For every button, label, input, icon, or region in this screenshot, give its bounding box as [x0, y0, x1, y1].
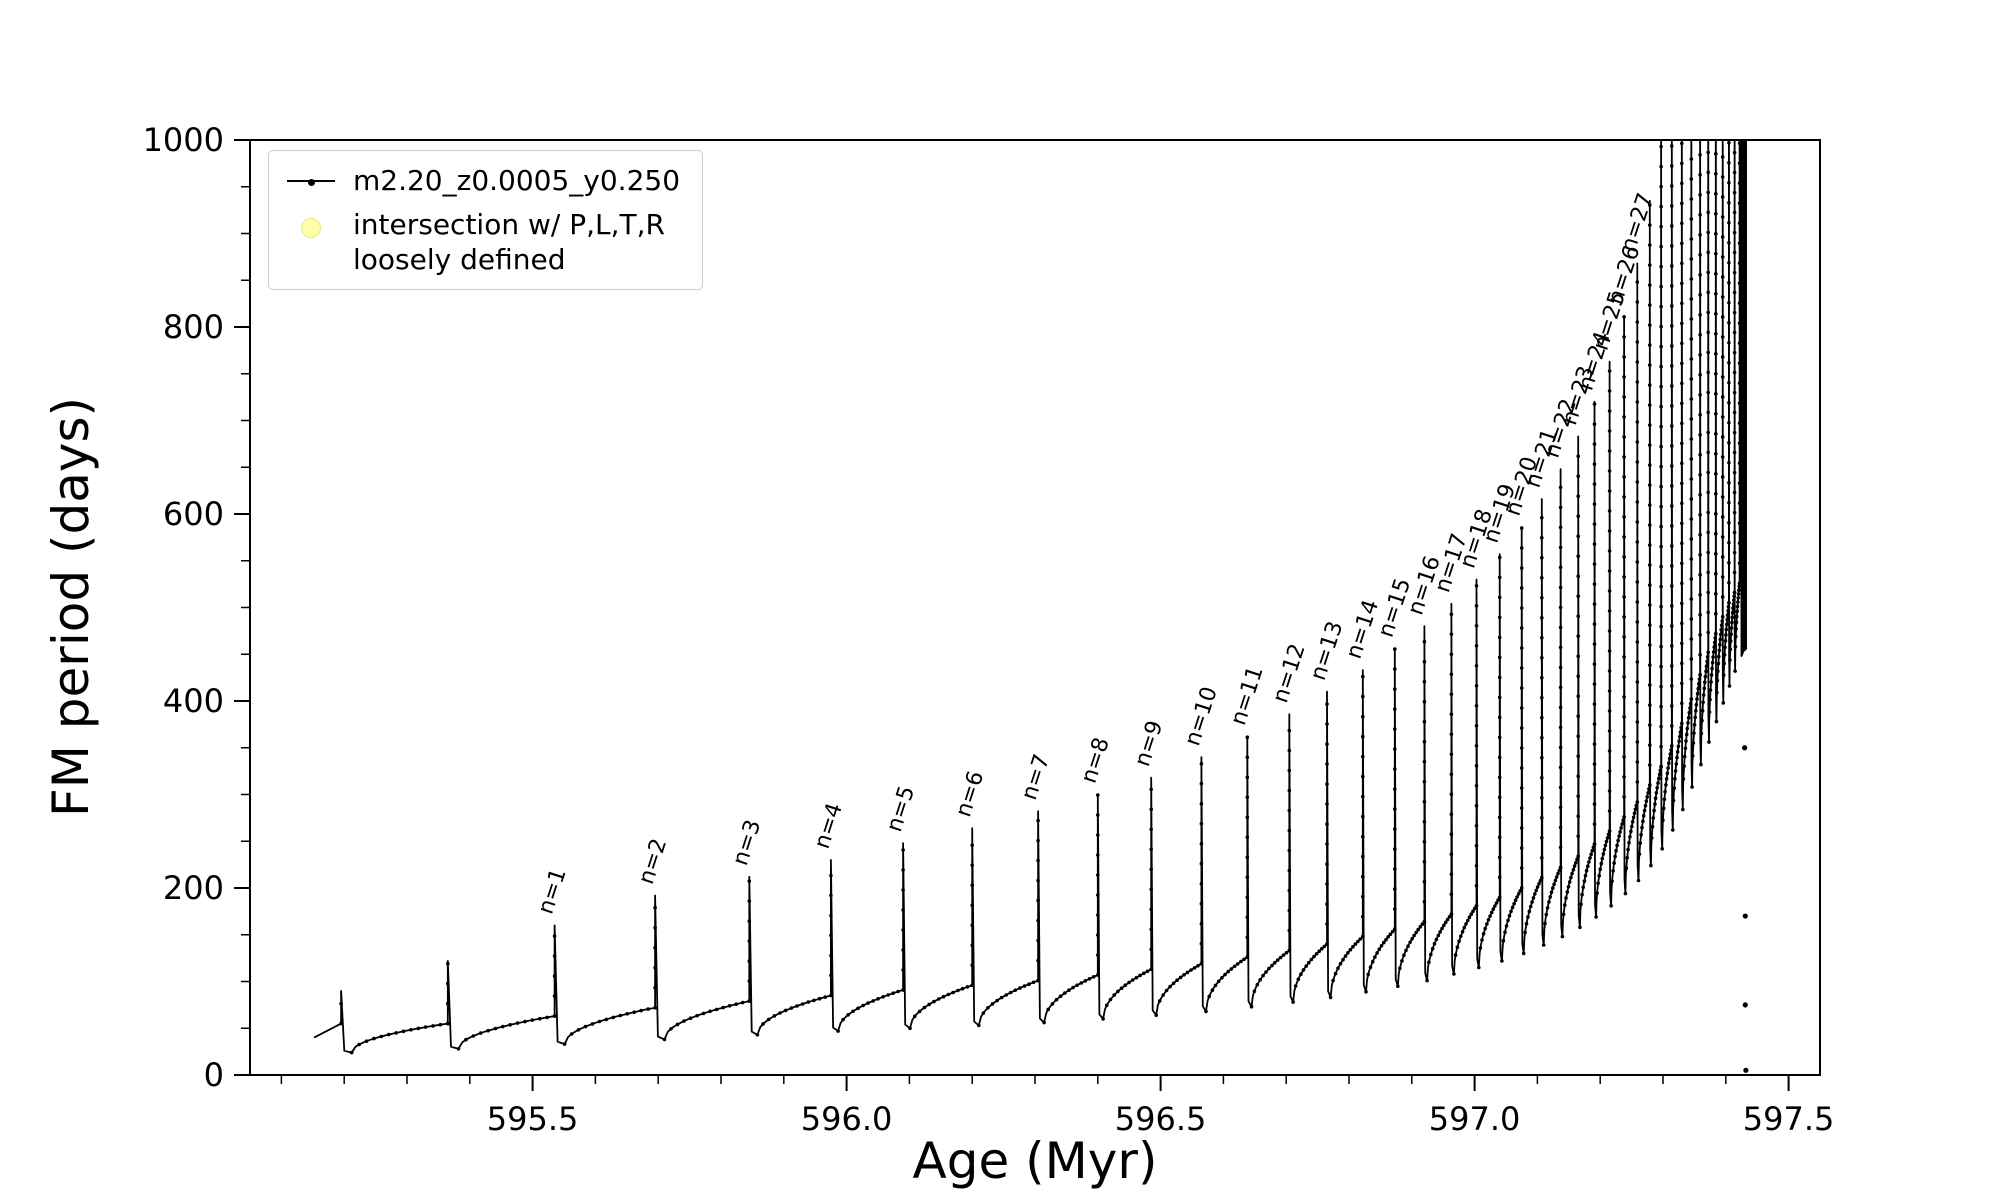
x-axis-label: Age (Myr) [913, 1132, 1158, 1190]
intersection-marker-cell [285, 207, 337, 243]
major-ticks [234, 139, 1790, 1091]
intersection-circle-icon [301, 218, 321, 238]
terminal-tail-point [1743, 1067, 1749, 1073]
x-tick-label: 597.0 [1429, 1100, 1521, 1138]
series-group [313, 140, 1749, 1073]
legend-entry-intersection: intersection w/ P,L,T,R loosely defined [285, 207, 680, 277]
y-tick-label: 1000 [143, 121, 224, 159]
spike-label: n=8 [1077, 735, 1115, 787]
x-tick-label: 595.5 [487, 1100, 579, 1138]
series-markers [339, 141, 1746, 1055]
spike-label: n=12 [1268, 641, 1310, 706]
spike-label: n=9 [1130, 718, 1168, 770]
spike-label: n=6 [951, 768, 989, 820]
y-axis-label: FM period (days) [42, 397, 100, 817]
legend-entry-series: m2.20_z0.0005_y0.250 [285, 163, 680, 199]
series-line-icon [287, 178, 335, 186]
legend: m2.20_z0.0005_y0.250 intersection w/ P,L… [268, 150, 704, 290]
spike-label: n=5 [882, 783, 920, 835]
y-tick-label: 400 [163, 682, 224, 720]
spike-label: n=1 [534, 865, 572, 917]
spike-label: n=11 [1226, 663, 1268, 728]
series-line-marker-cell [285, 163, 337, 199]
spike-label: n=10 [1180, 684, 1222, 749]
spike-annotations: n=1 n=2 n=3 n=4 n=5 n=6 n=7 n=8 n=9 n=10 n=11 n=12 n… [534, 190, 1659, 917]
spike-label: n=2 [634, 836, 672, 888]
legend-series-label: m2.20_z0.0005_y0.250 [353, 164, 681, 197]
x-tick-label: 597.5 [1743, 1100, 1835, 1138]
terminal-tail-point [1742, 913, 1748, 919]
spike-label: n=3 [728, 817, 766, 869]
y-tick-label: 0 [204, 1056, 224, 1094]
tick-labels: 595.5 596.0 596.5 597.0 597.5 0 200 400 600 800 10… [143, 121, 1835, 1138]
y-tick-label: 200 [163, 869, 224, 907]
spike-label: n=4 [810, 800, 848, 852]
x-tick-label: 596.0 [801, 1100, 893, 1138]
terminal-tail-point [1742, 1002, 1748, 1008]
x-tick-label: 596.5 [1115, 1100, 1207, 1138]
minor-ticks [241, 186, 1727, 1084]
y-tick-label: 600 [163, 495, 224, 533]
legend-intersection-label: intersection w/ P,L,T,R loosely defined [353, 208, 665, 276]
spike-label: n=7 [1017, 751, 1055, 803]
terminal-tail-point [1742, 745, 1748, 751]
spike-label: n=27 [1616, 190, 1658, 255]
y-tick-label: 800 [163, 308, 224, 346]
